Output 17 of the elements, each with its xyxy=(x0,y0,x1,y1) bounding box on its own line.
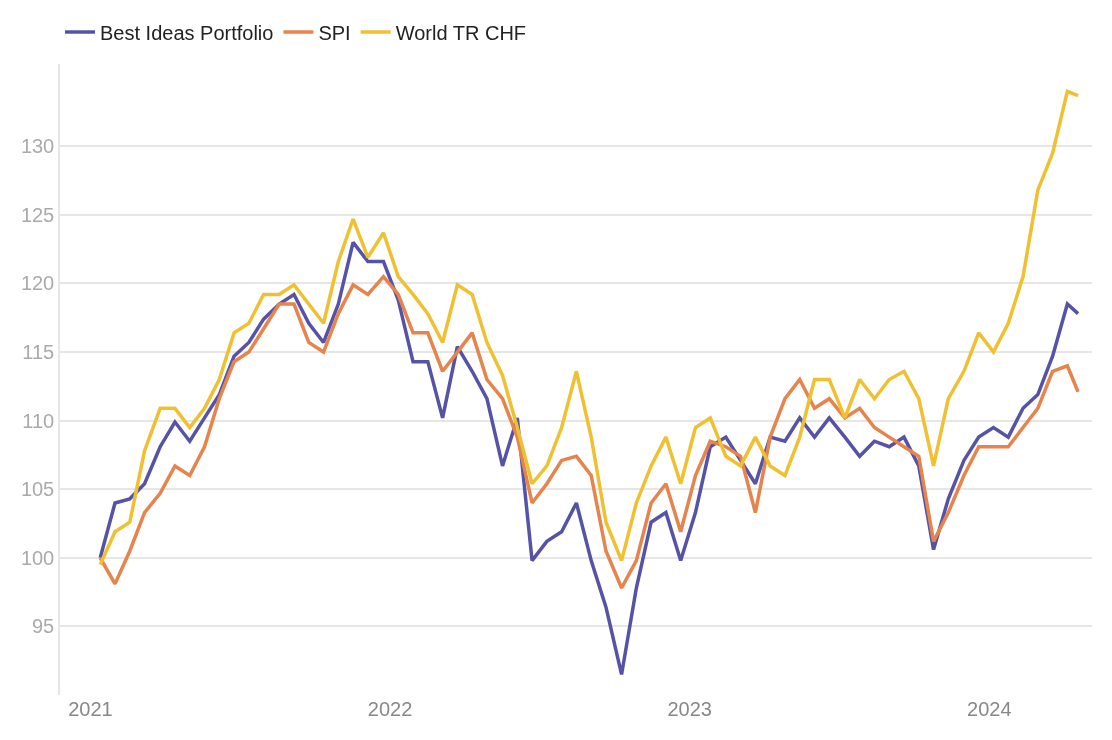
legend-label: World TR CHF xyxy=(395,21,527,44)
x-tick-label: 2022 xyxy=(367,698,413,720)
x-tick-label: 2024 xyxy=(967,698,1012,720)
y-tick-label: 130 xyxy=(20,135,55,158)
y-tick-label: 110 xyxy=(22,409,55,432)
y-tick-label: 115 xyxy=(22,341,55,364)
y-tick-label: 100 xyxy=(20,546,55,569)
x-tick-label: 2023 xyxy=(667,698,712,720)
line-series xyxy=(98,89,1080,567)
y-tick-label: 95 xyxy=(32,615,55,638)
y-tick-label: 125 xyxy=(20,203,55,226)
legend-label: SPI xyxy=(318,21,351,44)
x-tick-label: 2021 xyxy=(68,698,113,720)
line-series xyxy=(98,274,1080,590)
y-tick-label: 120 xyxy=(20,272,55,295)
legend-label: Best Ideas Portfolio xyxy=(100,21,274,44)
y-tick-label: 105 xyxy=(20,478,55,501)
